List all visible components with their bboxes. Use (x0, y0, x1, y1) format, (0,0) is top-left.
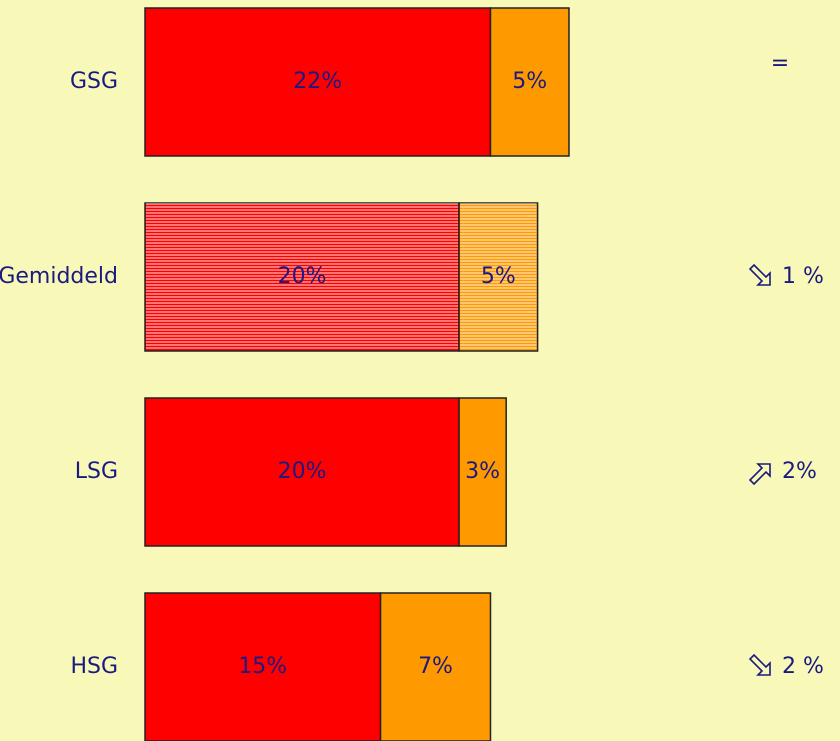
bar-segment (144, 592, 382, 741)
category-label: HSG (70, 654, 118, 679)
trend-arrow (748, 653, 771, 676)
value-label: 5% (481, 264, 516, 289)
value-label: 3% (465, 459, 500, 484)
change-label: 2 % (782, 654, 824, 679)
bar-segment (379, 592, 492, 741)
change-label: 1 % (782, 264, 824, 289)
bar-segment (489, 7, 570, 157)
category-label: GSG (70, 69, 118, 94)
value-label: 5% (512, 69, 547, 94)
value-label: 22% (293, 69, 342, 94)
trend-arrow (748, 463, 771, 486)
bar-segment (144, 397, 460, 547)
bar-segment (144, 7, 492, 157)
category-label: LSG (75, 459, 118, 484)
value-label: 20% (278, 264, 327, 289)
category-label: Gemiddeld (0, 264, 118, 289)
change-label: = (771, 51, 789, 76)
value-label: 15% (238, 654, 287, 679)
value-label: 20% (278, 459, 327, 484)
value-label: 7% (418, 654, 453, 679)
trend-arrow (748, 263, 771, 286)
change-label: 2% (782, 459, 817, 484)
bar-segment (458, 397, 507, 547)
